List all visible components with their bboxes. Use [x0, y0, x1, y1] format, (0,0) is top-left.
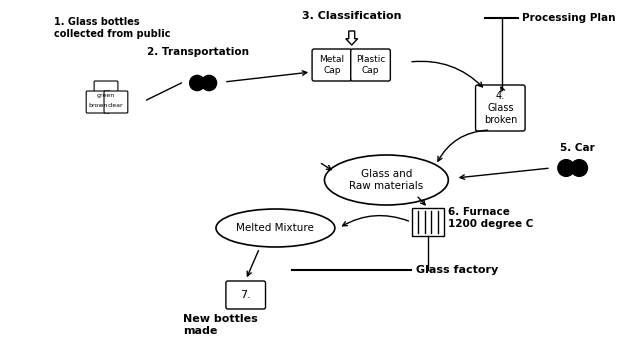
Text: Glass factory: Glass factory — [416, 265, 499, 275]
Circle shape — [189, 75, 205, 91]
Ellipse shape — [216, 209, 335, 247]
Text: 2. Transportation: 2. Transportation — [147, 47, 249, 57]
Text: Plastic
Cap: Plastic Cap — [356, 55, 385, 75]
FancyBboxPatch shape — [86, 91, 110, 113]
Circle shape — [202, 75, 216, 91]
Ellipse shape — [324, 155, 448, 205]
Polygon shape — [346, 31, 358, 45]
Text: Processing Plan: Processing Plan — [522, 13, 616, 23]
Text: clear: clear — [108, 103, 124, 108]
FancyBboxPatch shape — [226, 281, 266, 309]
Circle shape — [558, 159, 574, 176]
Text: 3. Classification: 3. Classification — [302, 11, 401, 21]
FancyBboxPatch shape — [104, 91, 128, 113]
FancyBboxPatch shape — [351, 49, 390, 81]
Text: 6. Furnace
1200 degree C: 6. Furnace 1200 degree C — [448, 207, 533, 229]
Text: 1. Glass bottles
collected from public: 1. Glass bottles collected from public — [54, 17, 171, 39]
FancyBboxPatch shape — [94, 81, 118, 103]
Text: 4.
Glass
broken: 4. Glass broken — [484, 91, 517, 125]
FancyBboxPatch shape — [412, 208, 444, 236]
FancyBboxPatch shape — [312, 49, 352, 81]
Text: brown: brown — [88, 103, 108, 108]
Circle shape — [571, 159, 588, 176]
Text: Glass and
Raw materials: Glass and Raw materials — [349, 169, 424, 191]
FancyBboxPatch shape — [476, 85, 525, 131]
Text: 5. Car: 5. Car — [560, 143, 595, 153]
Text: 7.: 7. — [241, 290, 251, 300]
Text: New bottles
made: New bottles made — [183, 314, 258, 336]
Text: Melted Mixture: Melted Mixture — [237, 223, 314, 233]
Text: Metal
Cap: Metal Cap — [319, 55, 344, 75]
Text: green: green — [97, 93, 115, 98]
